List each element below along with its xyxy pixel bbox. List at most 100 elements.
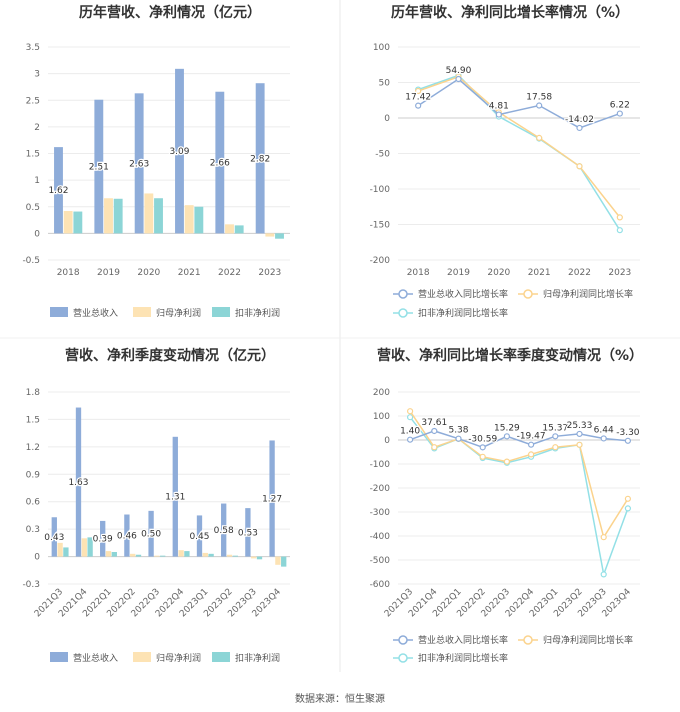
point-revenue	[576, 124, 583, 132]
x-tick-label: 2020	[137, 268, 160, 278]
legend-label: 营业总收入	[73, 307, 118, 319]
bar-net-profit	[202, 552, 208, 557]
bar-net-profit	[105, 551, 112, 557]
legend-swatch	[212, 652, 230, 662]
point-net-profit	[576, 163, 583, 170]
x-tick-label: 2020	[487, 268, 510, 278]
legend-label: 归母净利润同比增长率	[543, 288, 633, 300]
y-tick-label: 2.5	[26, 96, 40, 106]
data-label: 5.38	[448, 426, 468, 436]
x-tick-label: 2023	[608, 268, 631, 278]
bar-net-profit	[251, 556, 257, 559]
bar-deducted-profit	[275, 233, 284, 239]
bar-net-profit	[226, 554, 233, 557]
bar-net-profit	[154, 555, 160, 557]
point-net-profit	[479, 453, 486, 460]
bar-revenue	[54, 147, 63, 234]
bar-deducted-profit	[234, 225, 244, 234]
legend-label: 营业总收入同比增长率	[418, 288, 508, 300]
bar-revenue	[269, 440, 275, 557]
bar-net-profit	[57, 542, 63, 557]
data-label: 4.81	[489, 102, 509, 112]
legend-label: 营业总收入	[73, 652, 118, 664]
y-tick-label: 100	[373, 43, 390, 53]
point-deducted-profit	[624, 505, 632, 512]
point-revenue	[536, 102, 543, 109]
bar-deducted-profit	[73, 211, 83, 234]
bar-revenue	[134, 93, 144, 234]
x-tick-label: 2018	[57, 268, 80, 278]
data-label: 0.45	[189, 532, 209, 542]
bar-deducted-profit	[208, 553, 214, 557]
data-label: 37.61	[421, 418, 447, 428]
line-net-profit	[409, 410, 629, 540]
y-tick-label: -600	[370, 580, 391, 590]
bar-revenue	[215, 91, 225, 234]
point-revenue	[600, 435, 607, 442]
y-tick-label: 0	[34, 229, 40, 239]
bar-revenue	[124, 514, 130, 557]
data-label: 17.58	[526, 93, 552, 103]
line-revenue	[417, 78, 621, 129]
legend-label: 扣非净利润	[235, 307, 280, 319]
data-label: 6.44	[594, 425, 614, 435]
bar-net-profit	[265, 233, 275, 237]
point-net-profit	[415, 87, 422, 95]
bar-deducted-profit	[135, 554, 142, 557]
legend-label: 扣非净利润同比增长率	[418, 307, 508, 319]
data-label: 2.51	[89, 163, 109, 173]
bar-deducted-profit	[232, 555, 238, 557]
y-tick-label: 0.9	[26, 470, 41, 480]
bar-revenue	[245, 508, 251, 557]
legend-swatch	[133, 307, 151, 317]
point-net-profit	[576, 441, 583, 448]
point-net-profit	[600, 534, 607, 541]
bar-revenue	[148, 510, 154, 557]
bar-deducted-profit	[63, 547, 69, 557]
bar-deducted-profit	[113, 198, 123, 234]
x-tick-label: 2021	[528, 268, 551, 278]
data-label: 2.66	[210, 159, 230, 169]
legend-marker	[398, 308, 408, 318]
legend-label: 归母净利润同比增长率	[543, 634, 633, 646]
y-tick-label: 1.5	[26, 415, 40, 425]
point-net-profit	[536, 134, 543, 141]
y-tick-label: 0	[384, 436, 390, 446]
data-label: 0.43	[44, 533, 64, 543]
y-tick-label: -0.3	[22, 580, 40, 590]
data-label: 6.22	[610, 101, 630, 111]
data-label: 3.09	[169, 147, 189, 157]
bar-net-profit	[104, 198, 113, 234]
data-label: -14.02	[565, 115, 594, 125]
point-net-profit	[624, 495, 632, 502]
data-label: 17.42	[405, 93, 431, 103]
data-label: 1.62	[48, 186, 68, 196]
data-label: 25.33	[567, 421, 593, 431]
point-revenue	[552, 433, 559, 440]
point-revenue	[616, 110, 623, 117]
legend-swatch	[212, 307, 230, 317]
x-tick-label: 2018	[407, 268, 430, 278]
y-tick-label: 3.5	[26, 43, 40, 53]
data-label: 2.63	[129, 159, 149, 169]
legend-swatch	[50, 307, 68, 317]
legend-marker	[398, 635, 408, 645]
line-revenue	[409, 430, 628, 449]
x-tick-label: 2022	[218, 268, 241, 278]
bar-net-profit	[275, 556, 281, 565]
data-label: 0.50	[141, 530, 161, 540]
quarter-line: 营收、净利同比增长率季度变动情况（%） -600 -500 -400 -300 -200 -…	[370, 347, 643, 664]
bar-deducted-profit	[256, 556, 263, 560]
point-deducted-profit	[616, 227, 623, 234]
legend-label: 归母净利润	[156, 652, 201, 664]
chart-title: 营收、净利季度变动情况（亿元）	[65, 347, 275, 364]
legend-label: 营业总收入同比增长率	[418, 634, 508, 646]
point-revenue	[455, 435, 462, 442]
data-label: 1.27	[262, 495, 282, 505]
y-tick-label: -200	[370, 256, 391, 266]
y-tick-label: 3	[34, 70, 40, 80]
bar-revenue	[94, 99, 104, 234]
annual-line: 历年营收、净利同比增长率情况（%） -200 -150 -100 -50 0 50 100 20…	[370, 4, 640, 319]
point-revenue	[624, 437, 632, 444]
bar-net-profit	[225, 224, 234, 234]
